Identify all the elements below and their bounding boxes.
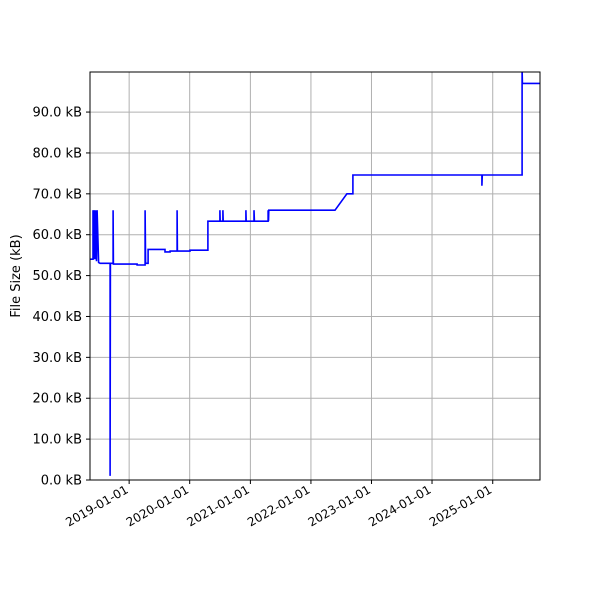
plot-frame [89, 71, 541, 481]
grid [90, 72, 540, 481]
y-tick-label: 40.0 kB [32, 310, 82, 325]
y-tick-label: 60.0 kB [32, 228, 82, 243]
x-tick-label: 2022-01-01 [245, 482, 312, 529]
y-axis: 0.0 kB 10.0 kB 20.0 kB 30.0 kB 40.0 kB 50.0 k… [32, 106, 90, 489]
x-tick-label: 2023-01-01 [306, 482, 373, 529]
y-tick-label: 90.0 kB [32, 106, 82, 121]
y-tick-label: 0.0 kB [41, 474, 82, 489]
y-tick-label: 70.0 kB [32, 187, 82, 202]
x-tick-label: 2020-01-01 [124, 482, 191, 529]
x-tick-label: 2019-01-01 [63, 482, 130, 529]
x-tick-label: 2025-01-01 [427, 482, 494, 529]
x-tick-label: 2021-01-01 [184, 482, 251, 529]
y-tick-label: 20.0 kB [32, 392, 82, 407]
y-tick-label: 50.0 kB [32, 269, 82, 284]
y-tick-label: 30.0 kB [32, 351, 82, 366]
x-tick-label: 2024-01-01 [366, 482, 433, 529]
y-axis-label: File Size (kB) [9, 234, 24, 317]
x-axis: 2019-01-012020-01-012021-01-012022-01-01… [63, 480, 494, 529]
y-tick-label: 80.0 kB [32, 146, 82, 161]
series-line [90, 72, 540, 476]
y-tick-label: 10.0 kB [32, 433, 82, 448]
